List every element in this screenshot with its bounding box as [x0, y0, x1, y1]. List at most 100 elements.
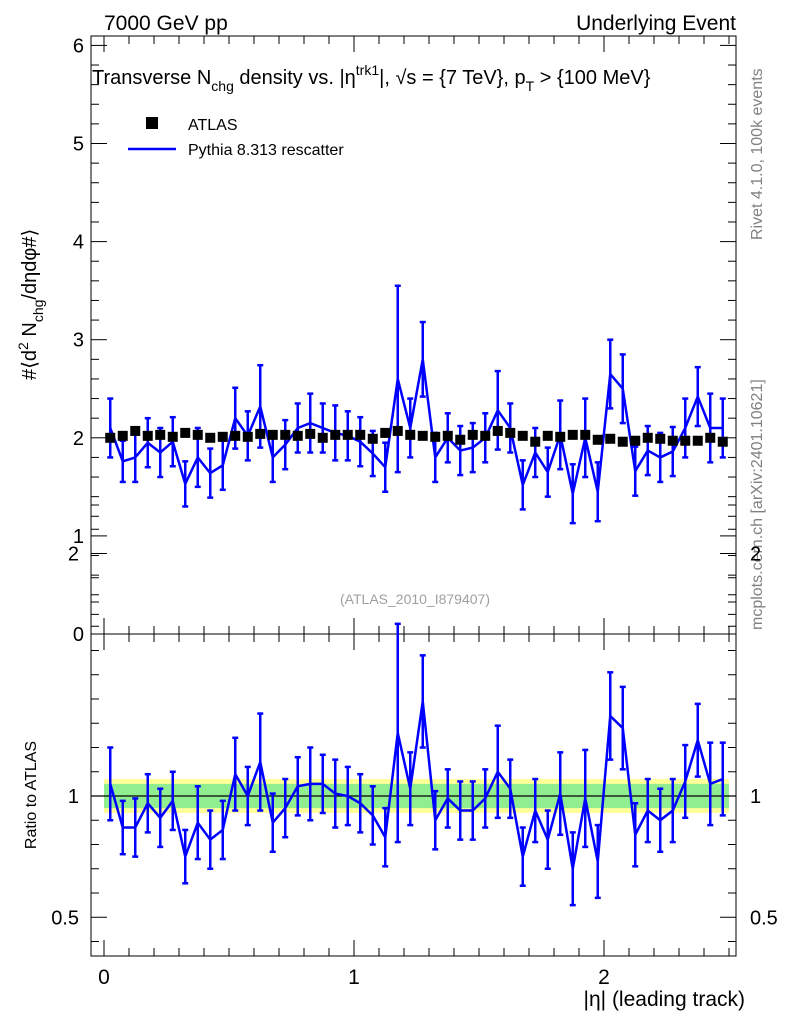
atlas-data-point	[167, 431, 178, 442]
ylabel-part-1: 2	[15, 342, 31, 350]
atlas-data-point	[517, 430, 528, 441]
atlas-data-point	[455, 434, 466, 445]
title-tail: > {100 MeV}	[534, 67, 651, 89]
atlas-data-point	[305, 428, 316, 439]
main-y-axis-label: #⟨d2 Nchg/dηdφ#⟩	[15, 229, 46, 380]
atlas-data-point	[442, 430, 453, 441]
ratio-panel-frame	[90, 633, 737, 957]
atlas-data-point	[630, 435, 641, 446]
atlas-data-point	[417, 430, 428, 441]
plot-title: Transverse Nchg density vs. |ηtrk1|, √s …	[92, 62, 651, 94]
atlas-data-point	[330, 429, 341, 440]
atlas-data-point	[592, 434, 603, 445]
x-tick-label: 1	[348, 966, 360, 989]
atlas-data-point	[642, 432, 653, 443]
legend-mc-label: Pythia 8.313 rescatter	[188, 142, 344, 159]
ratio-axis-ticks: 0 1 20.5 0.51 12 2	[51, 504, 778, 989]
atlas-data-point	[155, 429, 166, 440]
atlas-data-point	[217, 431, 228, 442]
atlas-data-point	[467, 429, 478, 440]
main-y-tick-label: 1	[73, 526, 84, 548]
ratio-series-line	[109, 701, 724, 869]
analysis-watermark: (ATLAS_2010_I879407)	[340, 591, 490, 607]
ratio-uncertainty-band	[91, 779, 736, 813]
atlas-data-point	[555, 431, 566, 442]
atlas-data-point	[680, 435, 691, 446]
rivet-version-label: Rivet 4.1.0, 100k events	[749, 68, 766, 240]
title-sub-chg: chg	[211, 78, 234, 94]
ratio-y-tick-label-right: 2	[750, 544, 761, 566]
ylabel-part-0: #⟨d	[19, 350, 41, 380]
x-axis-label: |η| (leading track)	[584, 988, 745, 1011]
main-y-tick-label: 2	[73, 428, 84, 450]
main-y-tick-label: 0	[73, 624, 84, 646]
title-sub-t: T	[526, 78, 535, 94]
atlas-data-point	[342, 429, 353, 440]
atlas-data-point	[605, 433, 616, 444]
atlas-data-point	[567, 429, 578, 440]
header-left-label: 7000 GeV pp	[104, 12, 228, 35]
main-y-tick-label: 4	[73, 232, 84, 254]
atlas-data-point	[242, 431, 253, 442]
ratio-y-tick-label-right: 1	[750, 786, 761, 808]
atlas-data-point	[292, 430, 303, 441]
mcplots-label: mcplots.cern.ch [arXiv:2401.10621]	[749, 379, 766, 630]
atlas-data-point	[180, 427, 191, 438]
main-axis-ticks: 0 1 2 3 4 5 6	[73, 35, 736, 646]
title-rest: |, √s = {7 TeV}, p	[379, 67, 525, 89]
header-right-label: Underlying Event	[576, 12, 736, 35]
atlas-data-point	[117, 430, 128, 441]
atlas-data-point	[255, 428, 266, 439]
atlas-data-point	[205, 432, 216, 443]
atlas-data-point	[692, 435, 703, 446]
ratio-data-series	[107, 622, 726, 907]
ylabel-part-4: /dηdφ#⟩	[19, 229, 41, 300]
atlas-data-point	[430, 431, 441, 442]
atlas-data-point	[192, 429, 203, 440]
ratio-y-tick-label: 2	[68, 544, 79, 566]
atlas-data-point	[280, 429, 291, 440]
x-tick-label: 2	[598, 966, 610, 989]
atlas-data-point	[530, 436, 541, 447]
ratio-y-tick-label-right: 0.5	[750, 907, 778, 929]
atlas-data-point	[717, 436, 728, 447]
atlas-data-point	[105, 432, 116, 443]
atlas-data-point	[380, 427, 391, 438]
main-y-tick-label: 5	[73, 134, 84, 156]
atlas-data-point	[667, 435, 678, 446]
legend-atlas-label: ATLAS	[188, 117, 238, 134]
title-sup-trk1: trk1	[356, 62, 380, 78]
main-y-tick-label: 6	[73, 35, 84, 57]
legend-atlas-marker	[146, 117, 158, 129]
title-mid: density vs. |η	[234, 67, 356, 89]
atlas-data-point	[505, 427, 516, 438]
atlas-data-point	[130, 425, 141, 436]
ratio-y-tick-label: 1	[68, 786, 79, 808]
atlas-data-point	[480, 430, 491, 441]
ratio-y-axis-label: Ratio to ATLAS	[23, 741, 40, 849]
ratio-y-tick-label: 0.5	[51, 907, 79, 929]
mc-series-line	[109, 359, 723, 494]
atlas-data-point	[355, 429, 366, 440]
atlas-data-point	[492, 425, 503, 436]
atlas-data-point	[267, 429, 278, 440]
main-data-series	[105, 284, 728, 525]
atlas-data-point	[142, 430, 153, 441]
atlas-data-point	[392, 425, 403, 436]
atlas-data-point	[580, 429, 591, 440]
atlas-data-point	[542, 430, 553, 441]
ylabel-part-3: chg	[30, 300, 46, 323]
title-prefix: Transverse N	[92, 67, 211, 89]
atlas-data-point	[367, 433, 378, 444]
main-y-tick-label: 3	[73, 330, 84, 352]
atlas-data-point	[655, 433, 666, 444]
atlas-data-point	[705, 432, 716, 443]
x-tick-label: 0	[98, 966, 110, 989]
atlas-data-point	[405, 429, 416, 440]
atlas-data-point	[317, 432, 328, 443]
atlas-data-point	[230, 430, 241, 441]
atlas-data-point	[617, 436, 628, 447]
ylabel-part-2: N	[19, 322, 41, 342]
